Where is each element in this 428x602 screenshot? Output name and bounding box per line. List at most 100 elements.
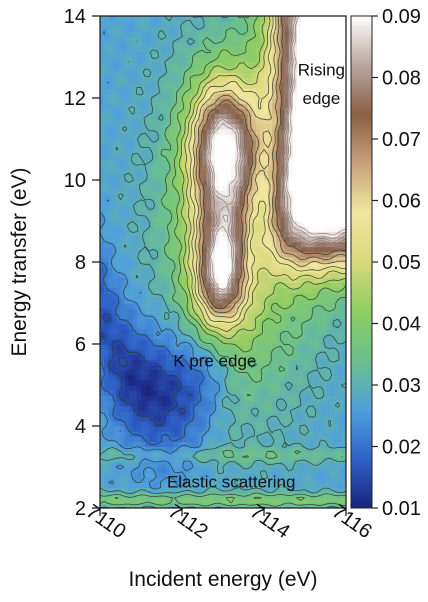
- heatmap-cell: [153, 139, 158, 145]
- heatmap-cell: [153, 256, 158, 263]
- heatmap-cell: [284, 292, 290, 299]
- heatmap-cell: [231, 215, 236, 222]
- heatmap-cell: [116, 502, 122, 508]
- heatmap-cell: [268, 267, 273, 273]
- heatmap-cell: [190, 446, 195, 453]
- heatmap-cell: [227, 467, 232, 473]
- heatmap-cell: [161, 354, 167, 360]
- heatmap-cell: [153, 272, 158, 278]
- heatmap-cell: [276, 461, 281, 468]
- heatmap-cell: [157, 405, 163, 412]
- heatmap-cell: [108, 297, 113, 304]
- heatmap-cell: [136, 400, 142, 407]
- heatmap-cell: [268, 108, 273, 114]
- heatmap-cell: [190, 154, 195, 161]
- heatmap-cell: [177, 292, 183, 299]
- heatmap-cell: [272, 205, 277, 212]
- heatmap-cell: [149, 118, 154, 125]
- heatmap-cell: [145, 128, 150, 135]
- heatmap-cell: [321, 374, 327, 381]
- heatmap-cell: [309, 354, 314, 360]
- heatmap-cell: [210, 144, 216, 150]
- heatmap-cell: [177, 482, 183, 489]
- heatmap-cell: [227, 379, 232, 386]
- heatmap-cell: [255, 349, 261, 355]
- heatmap-cell: [247, 231, 253, 237]
- heatmap-cell: [280, 169, 286, 176]
- heatmap-cell: [202, 169, 208, 176]
- heatmap-cell: [280, 338, 286, 345]
- heatmap-cell: [108, 405, 113, 412]
- heatmap-cell: [198, 108, 204, 114]
- heatmap-cell: [149, 323, 154, 330]
- heatmap-cell: [112, 426, 117, 432]
- heatmap-cell: [337, 215, 343, 222]
- heatmap-cell: [296, 154, 302, 161]
- heatmap-cell: [218, 349, 224, 355]
- heatmap-cell: [317, 277, 322, 284]
- heatmap-cell: [112, 354, 117, 360]
- heatmap-cell: [206, 313, 212, 319]
- heatmap-cell: [202, 139, 208, 145]
- heatmap-cell: [313, 323, 318, 330]
- heatmap-cell: [169, 364, 175, 371]
- heatmap-cell: [288, 338, 294, 345]
- heatmap-cell: [104, 226, 109, 232]
- heatmap-cell: [272, 472, 277, 478]
- heatmap-cell: [313, 369, 318, 376]
- heatmap-cell: [124, 502, 130, 508]
- heatmap-cell: [153, 144, 158, 150]
- heatmap-cell: [165, 492, 171, 499]
- heatmap-cell: [223, 354, 228, 360]
- heatmap-cell: [329, 200, 335, 207]
- heatmap-cell: [169, 195, 175, 202]
- heatmap-cell: [251, 292, 257, 299]
- heatmap-cell: [218, 154, 224, 161]
- heatmap-cell: [186, 169, 191, 176]
- heatmap-cell: [255, 297, 261, 304]
- heatmap-cell: [116, 405, 122, 412]
- heatmap-cell: [255, 477, 261, 483]
- heatmap-cell: [182, 297, 187, 304]
- heatmap-cell: [177, 338, 183, 345]
- heatmap-cell: [190, 174, 195, 181]
- heatmap-cell: [165, 174, 171, 181]
- heatmap-cell: [243, 297, 249, 304]
- heatmap-cell: [128, 195, 134, 202]
- heatmap-cell: [141, 210, 146, 217]
- heatmap-cell: [305, 297, 310, 304]
- heatmap-cell: [276, 431, 281, 437]
- heatmap-cell: [182, 256, 187, 263]
- heatmap-cell: [268, 103, 273, 109]
- heatmap-cell: [124, 292, 130, 299]
- heatmap-cell: [305, 502, 310, 508]
- heatmap-cell: [337, 441, 343, 448]
- heatmap-cell: [161, 144, 167, 150]
- heatmap-cell: [120, 349, 126, 355]
- heatmap-cell: [268, 185, 273, 191]
- heatmap-cell: [198, 497, 204, 504]
- heatmap-cell: [284, 174, 290, 181]
- heatmap-cell: [124, 492, 130, 499]
- heatmap-cell: [313, 149, 318, 155]
- heatmap-cell: [153, 200, 158, 207]
- heatmap-cell: [120, 221, 126, 227]
- heatmap-cell: [141, 451, 146, 458]
- heatmap-cell: [104, 354, 109, 360]
- heatmap-cell: [276, 338, 281, 345]
- heatmap-cell: [206, 308, 212, 314]
- heatmap-cell: [141, 323, 146, 330]
- heatmap-cell: [124, 497, 130, 504]
- heatmap-cell: [104, 159, 109, 166]
- heatmap-cell: [112, 415, 117, 422]
- heatmap-cell: [141, 502, 146, 508]
- heatmap-cell: [112, 87, 117, 94]
- heatmap-cell: [132, 87, 138, 94]
- heatmap-cell: [100, 328, 105, 335]
- heatmap-cell: [333, 262, 339, 268]
- heatmap-cell: [251, 349, 257, 355]
- heatmap-cell: [100, 318, 105, 325]
- heatmap-cell: [100, 241, 105, 248]
- heatmap-cell: [173, 236, 179, 243]
- heatmap-cell: [317, 461, 322, 468]
